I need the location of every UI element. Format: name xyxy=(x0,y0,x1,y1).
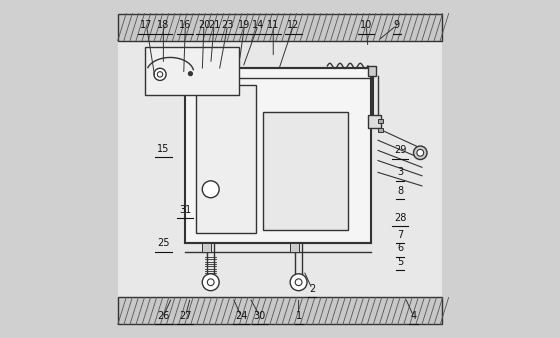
Text: 2: 2 xyxy=(309,284,315,294)
Text: 18: 18 xyxy=(157,20,170,30)
Circle shape xyxy=(202,274,219,291)
Text: 6: 6 xyxy=(397,243,403,254)
Bar xyxy=(145,47,240,95)
Circle shape xyxy=(157,72,163,77)
Text: 5: 5 xyxy=(397,257,403,267)
Bar xyxy=(263,112,348,230)
Text: 25: 25 xyxy=(157,238,170,248)
Text: 11: 11 xyxy=(267,20,279,30)
Text: 10: 10 xyxy=(360,20,372,30)
Text: 23: 23 xyxy=(221,20,234,30)
Circle shape xyxy=(202,181,219,198)
Circle shape xyxy=(154,68,166,80)
Text: 1: 1 xyxy=(296,311,302,321)
Text: 15: 15 xyxy=(157,144,170,154)
Bar xyxy=(118,14,442,41)
Text: 12: 12 xyxy=(287,20,300,30)
Circle shape xyxy=(417,149,424,156)
Bar xyxy=(195,84,256,233)
Text: 24: 24 xyxy=(235,311,248,321)
Text: 19: 19 xyxy=(239,20,251,30)
Text: 21: 21 xyxy=(208,20,220,30)
Text: 26: 26 xyxy=(157,311,170,321)
Text: 4: 4 xyxy=(410,311,417,321)
Bar xyxy=(368,115,381,128)
Bar xyxy=(185,68,371,243)
Bar xyxy=(378,128,383,132)
Circle shape xyxy=(207,279,214,286)
Text: 16: 16 xyxy=(179,20,192,30)
Circle shape xyxy=(413,146,427,160)
Bar xyxy=(118,297,442,324)
Bar xyxy=(368,66,376,76)
Circle shape xyxy=(290,274,307,291)
Text: 27: 27 xyxy=(179,311,192,321)
Text: 14: 14 xyxy=(252,20,264,30)
Text: 7: 7 xyxy=(397,230,403,240)
Text: 28: 28 xyxy=(394,213,406,223)
Text: 20: 20 xyxy=(198,20,210,30)
Bar xyxy=(202,243,211,252)
Text: 9: 9 xyxy=(394,20,400,30)
Bar xyxy=(290,243,298,252)
Text: 8: 8 xyxy=(397,186,403,196)
Bar xyxy=(378,119,383,123)
Text: 30: 30 xyxy=(254,311,266,321)
Text: 29: 29 xyxy=(394,145,406,155)
Text: 17: 17 xyxy=(141,20,153,30)
Text: 31: 31 xyxy=(179,204,192,215)
Text: 3: 3 xyxy=(397,167,403,177)
Bar xyxy=(118,41,442,297)
Circle shape xyxy=(188,72,193,76)
Circle shape xyxy=(295,279,302,286)
